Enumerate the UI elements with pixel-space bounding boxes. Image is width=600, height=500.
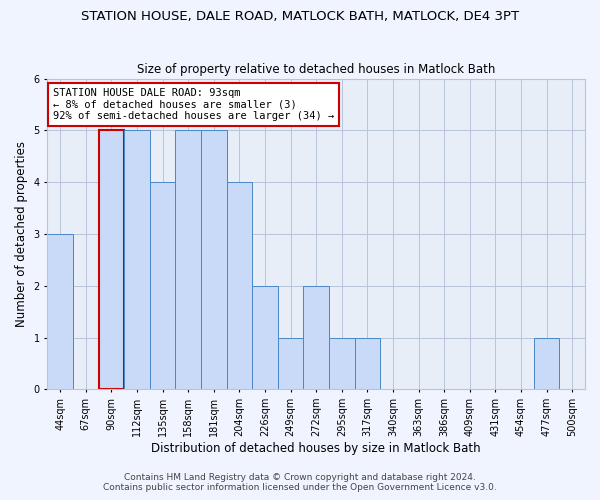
Y-axis label: Number of detached properties: Number of detached properties [15, 141, 28, 327]
Bar [304, 286, 329, 390]
Title: Size of property relative to detached houses in Matlock Bath: Size of property relative to detached ho… [137, 63, 496, 76]
Bar [201, 130, 227, 390]
Bar [252, 286, 278, 390]
Bar [329, 338, 355, 390]
Text: STATION HOUSE, DALE ROAD, MATLOCK BATH, MATLOCK, DE4 3PT: STATION HOUSE, DALE ROAD, MATLOCK BATH, … [81, 10, 519, 23]
Bar [98, 130, 124, 390]
Bar [150, 182, 175, 390]
Bar [227, 182, 252, 390]
Bar [175, 130, 201, 390]
Bar [534, 338, 559, 390]
Bar [124, 130, 150, 390]
Text: STATION HOUSE DALE ROAD: 93sqm
← 8% of detached houses are smaller (3)
92% of se: STATION HOUSE DALE ROAD: 93sqm ← 8% of d… [53, 88, 334, 121]
Bar [278, 338, 304, 390]
Bar [47, 234, 73, 390]
Bar [355, 338, 380, 390]
X-axis label: Distribution of detached houses by size in Matlock Bath: Distribution of detached houses by size … [151, 442, 481, 455]
Text: Contains HM Land Registry data © Crown copyright and database right 2024.
Contai: Contains HM Land Registry data © Crown c… [103, 473, 497, 492]
